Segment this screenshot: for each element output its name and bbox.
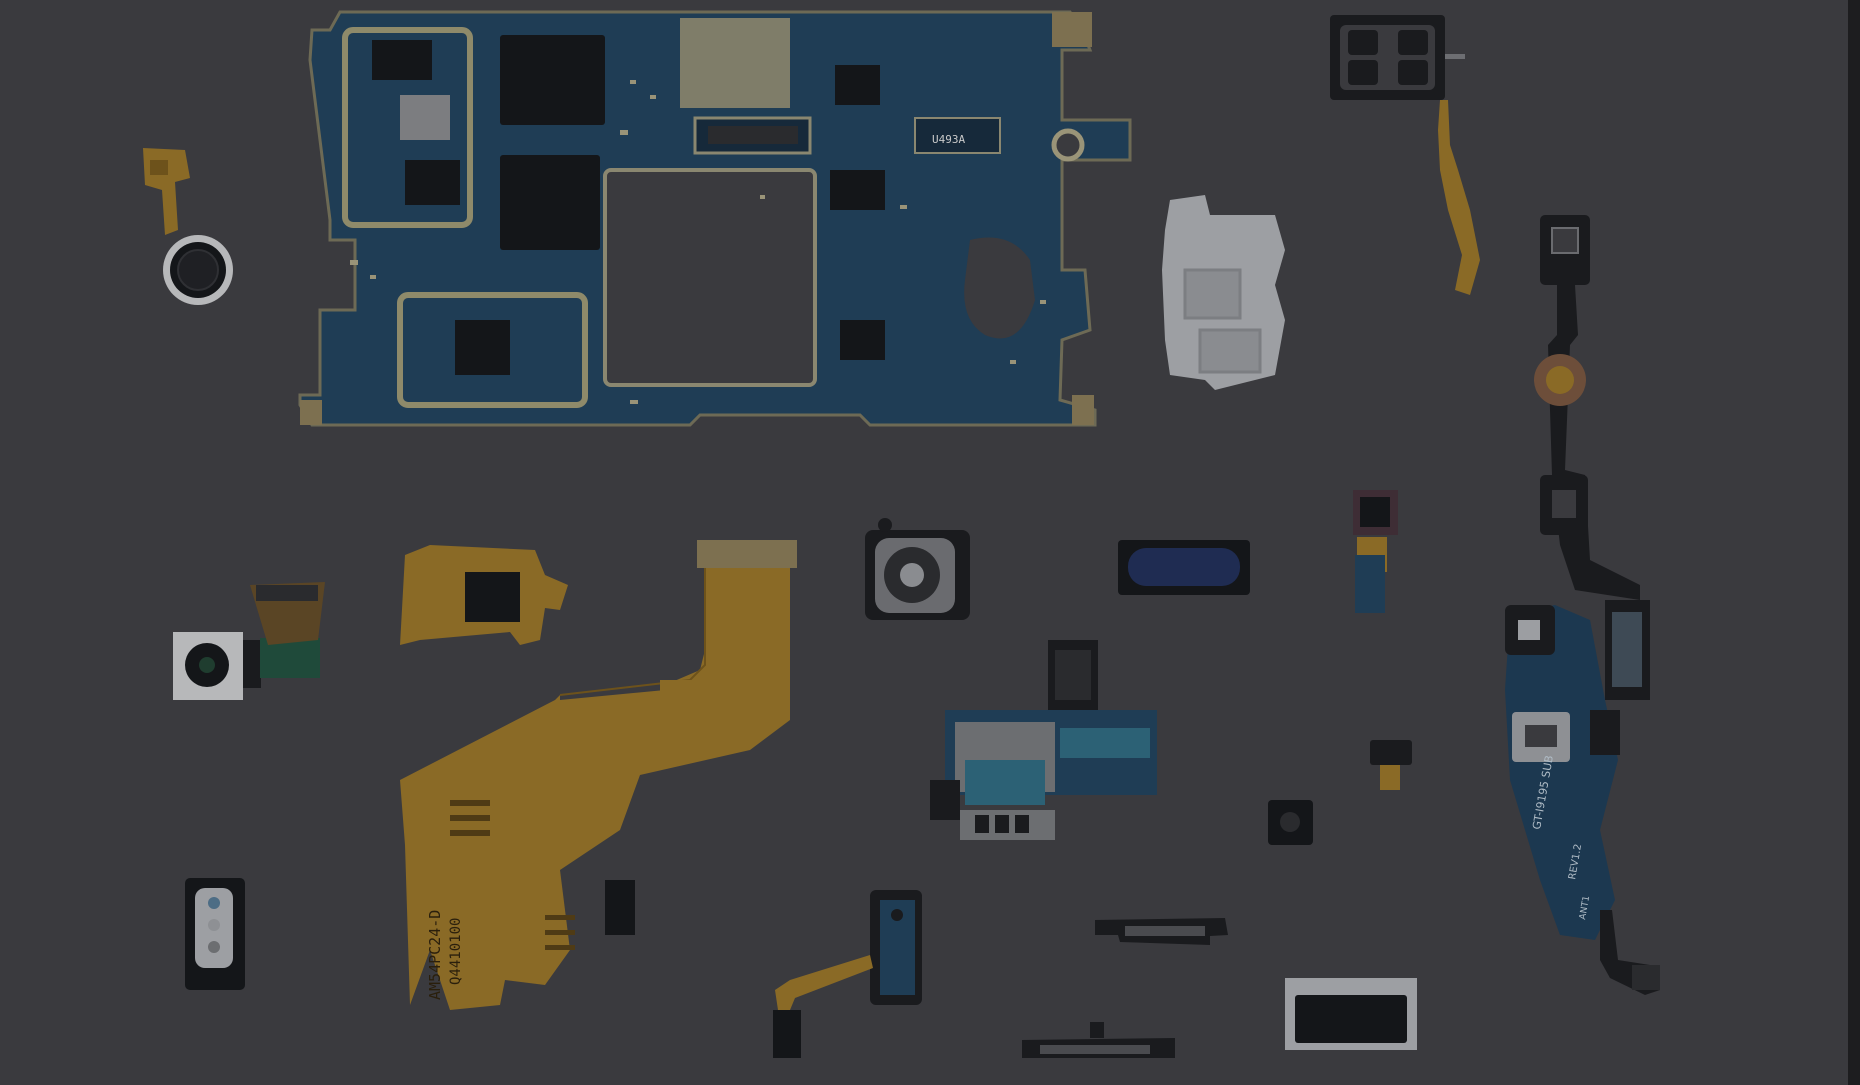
gold-tab xyxy=(300,400,322,425)
mount-hole xyxy=(1051,128,1085,162)
flex-part-number: AM54PC24-D xyxy=(426,910,444,1000)
gold-tab xyxy=(1072,395,1094,425)
board-connector xyxy=(914,117,1001,154)
volume-key xyxy=(1095,918,1228,945)
chip xyxy=(405,160,460,205)
front-camera-lens xyxy=(1268,800,1313,845)
front-camera-module xyxy=(1353,490,1398,613)
vibration-motor xyxy=(143,148,233,305)
chip xyxy=(500,35,605,125)
connector-label: U493A xyxy=(932,133,965,146)
gold-tab xyxy=(1052,12,1092,47)
chip xyxy=(835,65,880,105)
earpiece-speaker xyxy=(1330,15,1480,295)
camera-lens-bracket xyxy=(865,518,970,620)
chip xyxy=(840,320,885,360)
chip xyxy=(455,320,510,375)
home-button xyxy=(1118,540,1250,595)
side-flex-cable xyxy=(1534,215,1650,700)
loudspeaker xyxy=(185,878,245,990)
display-flex-cable: AM54PC24-D Q4410100 xyxy=(400,540,797,1010)
flex-stiffener xyxy=(697,540,797,568)
vibration-holder xyxy=(1285,978,1417,1050)
sim-card-board xyxy=(930,640,1157,840)
right-edge-strip xyxy=(1848,0,1860,1085)
proximity-sensor xyxy=(1370,740,1412,790)
rear-camera-module xyxy=(173,582,325,700)
headphone-jack xyxy=(773,890,922,1058)
main-logic-board: U493A xyxy=(298,10,1132,427)
chip xyxy=(372,40,432,80)
paper-bracket xyxy=(1162,195,1285,390)
chip-flex-board xyxy=(400,545,568,645)
chip xyxy=(830,170,885,210)
usb-sub-board: GT-I9195 SUB REV1.2 ANT1 xyxy=(1505,605,1660,995)
flex-code: Q4410100 xyxy=(448,918,464,985)
chip xyxy=(500,155,600,250)
power-key xyxy=(1022,1022,1175,1058)
sub-board-ant: ANT1 xyxy=(1578,895,1592,920)
shield-pad xyxy=(680,18,790,108)
metal-can xyxy=(400,95,450,140)
